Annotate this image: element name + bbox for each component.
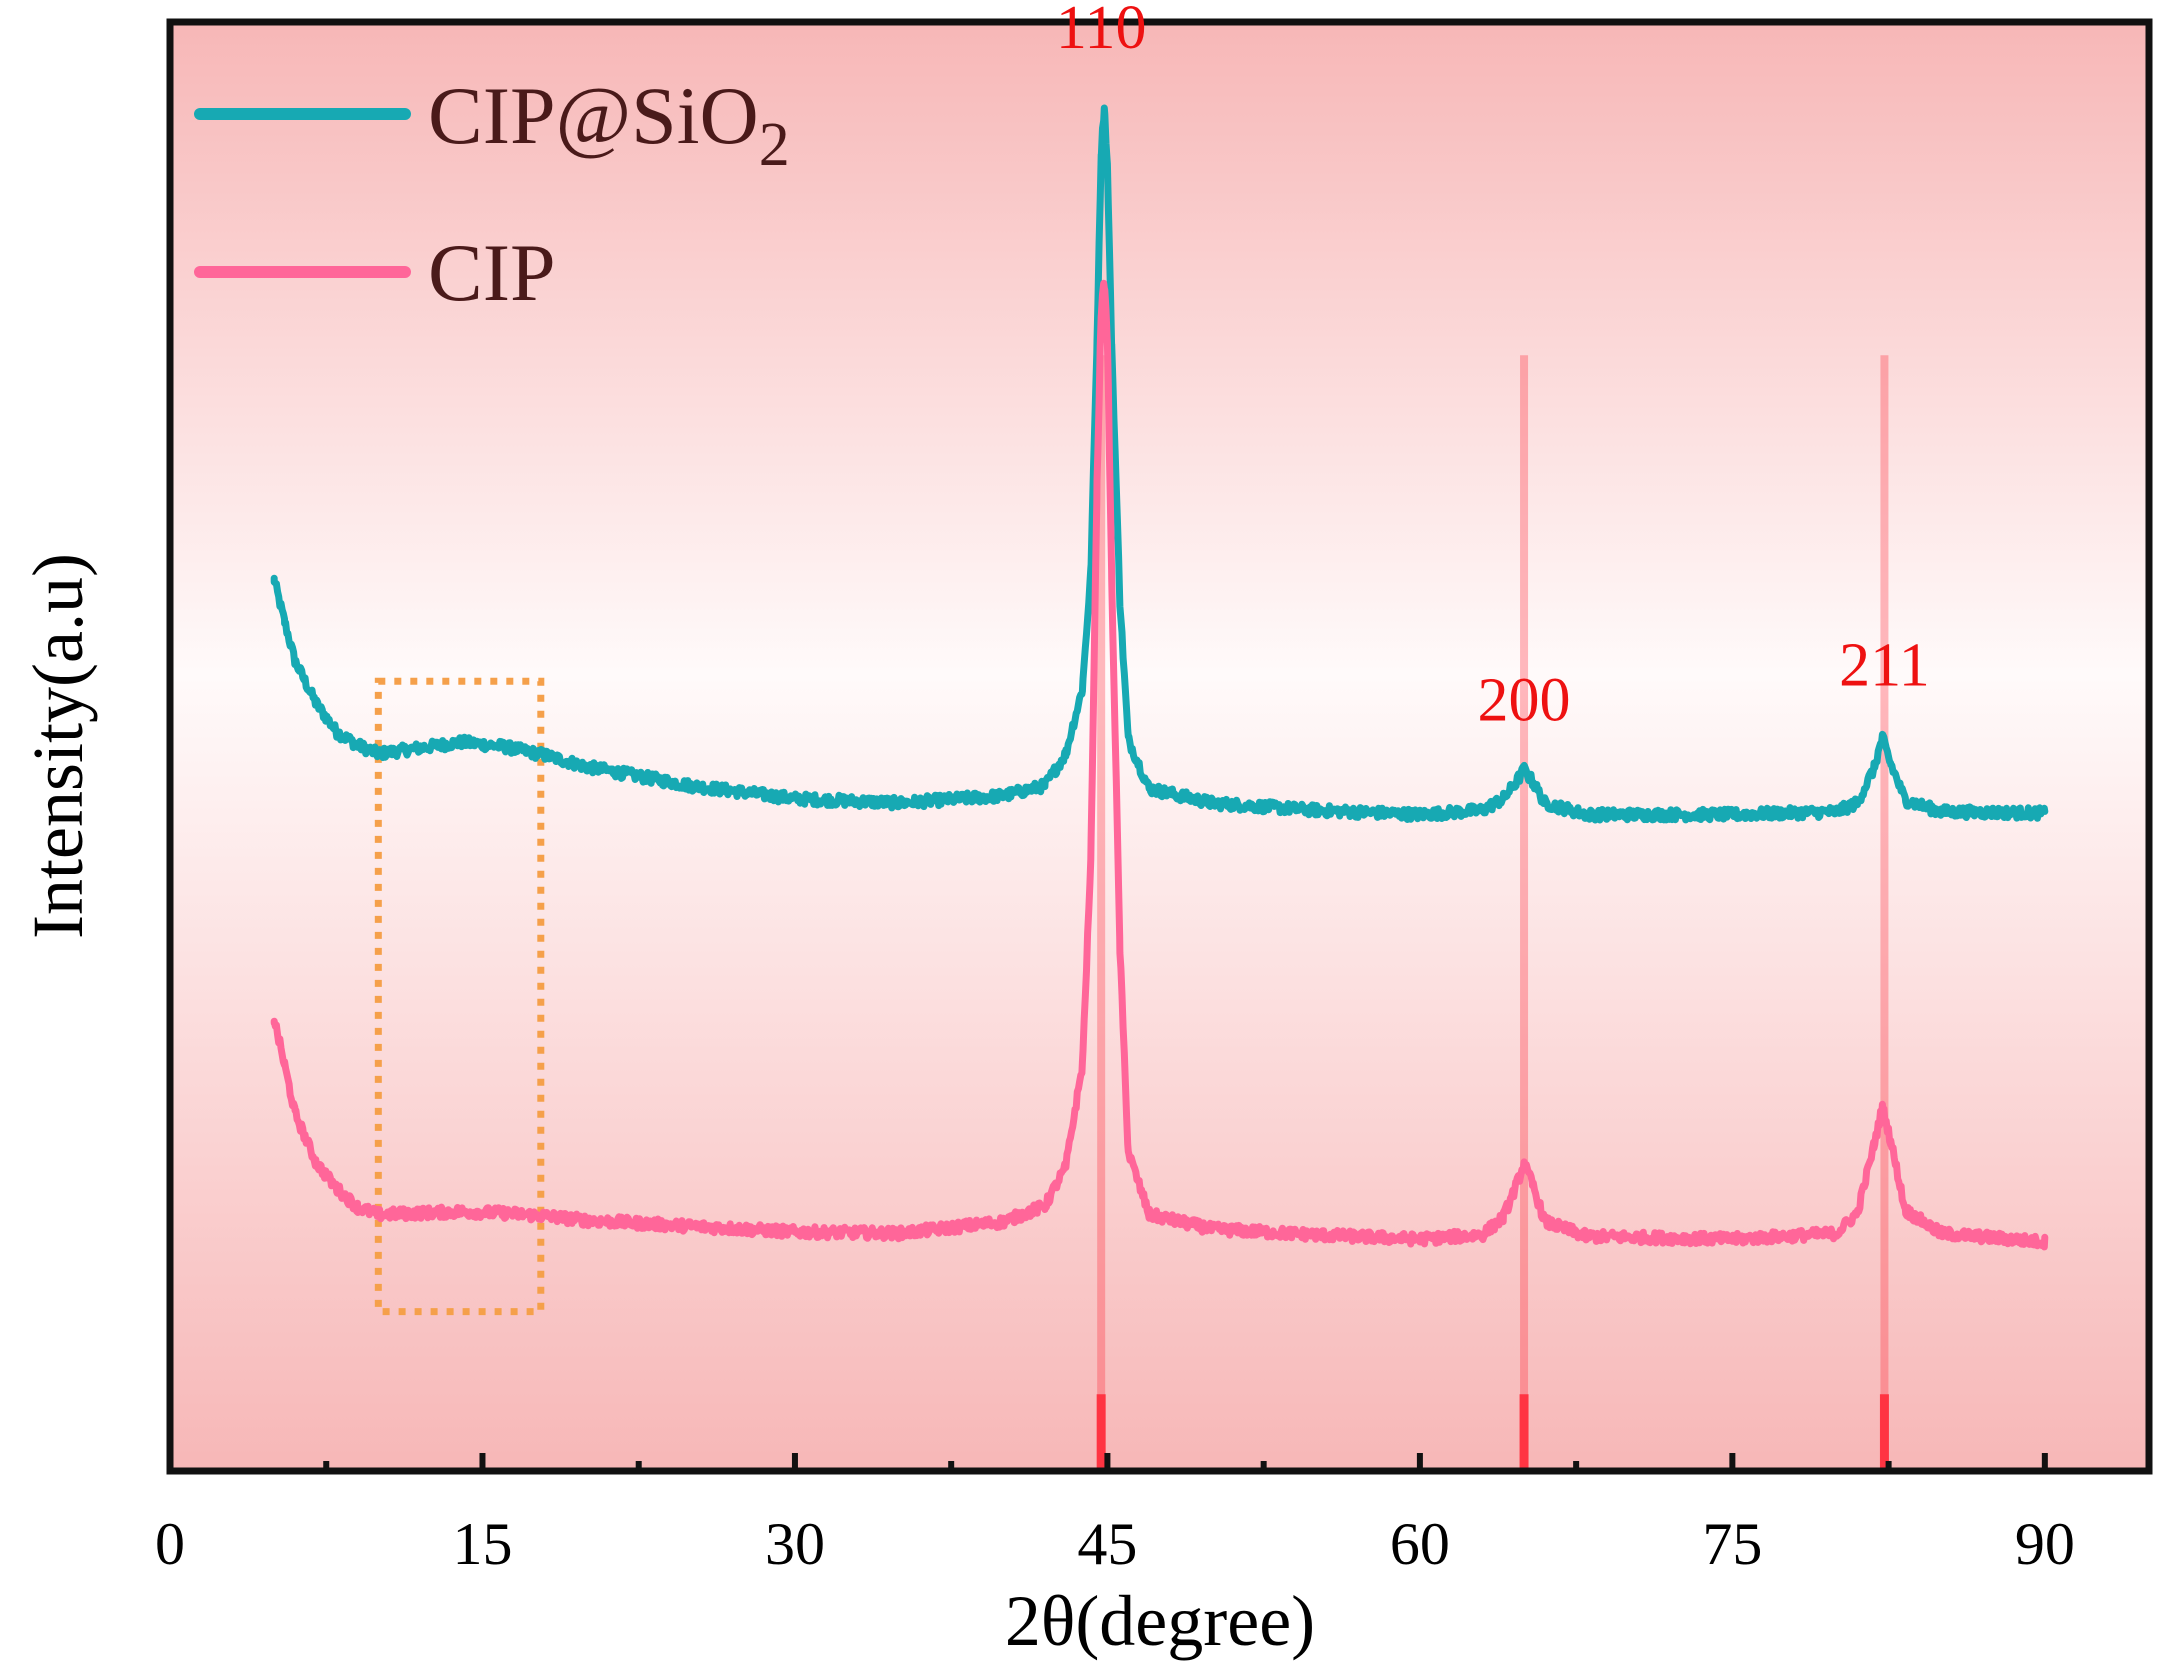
x-tick-label-75: 75 <box>1702 1511 1762 1577</box>
series-line-cip <box>270 279 2049 1251</box>
peak-label-200: 200 <box>1478 666 1571 734</box>
x-axis-ticks <box>323 1453 2048 1471</box>
series-group <box>270 104 2049 1251</box>
plot-frame <box>166 18 2153 1475</box>
x-tick-label-0: 0 <box>155 1511 185 1577</box>
x-tick-label-30: 30 <box>765 1511 825 1577</box>
peak-label-group: 110 200 211 <box>1056 0 1930 734</box>
x-tick-label-45: 45 <box>1077 1511 1137 1577</box>
reference-line-group <box>1096 355 1889 1471</box>
peak-label-211: 211 <box>1839 632 1930 700</box>
legend-subscript: 2 <box>759 111 790 179</box>
peak-label-110: 110 <box>1056 0 1147 62</box>
x-tick-label-90: 90 <box>2015 1511 2075 1577</box>
x-axis-title: 2θ(degree) <box>1005 1581 1315 1661</box>
series-line-cip-sio2 <box>270 104 2049 824</box>
legend-label-cip-sio2: CIP@SiO2 <box>428 70 790 179</box>
x-tick-label-15: 15 <box>452 1511 512 1577</box>
legend: CIP@SiO2 CIP <box>194 70 790 318</box>
highlight-box <box>374 677 545 1316</box>
legend-label-cip: CIP <box>428 227 556 318</box>
highlight-box-group <box>374 677 545 1316</box>
x-tick-label-60: 60 <box>1390 1511 1450 1577</box>
x-axis-tick-labels: 0 15 30 45 60 75 90 <box>155 1511 2075 1577</box>
y-axis-title: Intensity(a.u) <box>18 553 98 939</box>
